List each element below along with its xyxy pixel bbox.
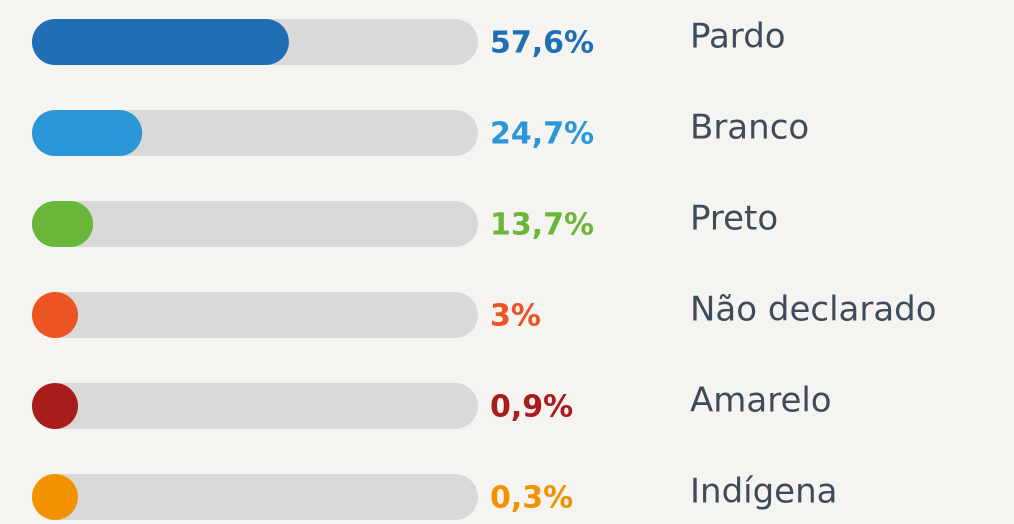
bar	[32, 19, 289, 65]
category-label: Não declarado	[690, 290, 937, 330]
bar	[32, 292, 78, 338]
value-label: 13,7%	[490, 208, 594, 243]
bar-track	[32, 383, 478, 429]
category-label: Preto	[690, 199, 778, 239]
bar	[32, 383, 78, 429]
value-label: 0,9%	[490, 390, 573, 425]
value-label: 0,3%	[490, 481, 573, 516]
category-label: Indígena	[690, 472, 838, 512]
category-label: Pardo	[690, 17, 786, 57]
category-label: Branco	[690, 108, 809, 148]
bar-track	[32, 292, 478, 338]
bar	[32, 474, 78, 520]
bar-track	[32, 474, 478, 520]
value-label: 3%	[490, 299, 541, 334]
bar-track	[32, 110, 478, 156]
value-label: 24,7%	[490, 117, 594, 152]
bar	[32, 201, 94, 247]
value-label: 57,6%	[490, 26, 594, 61]
category-label: Amarelo	[690, 381, 832, 421]
bar-track	[32, 201, 478, 247]
bar	[32, 110, 143, 156]
